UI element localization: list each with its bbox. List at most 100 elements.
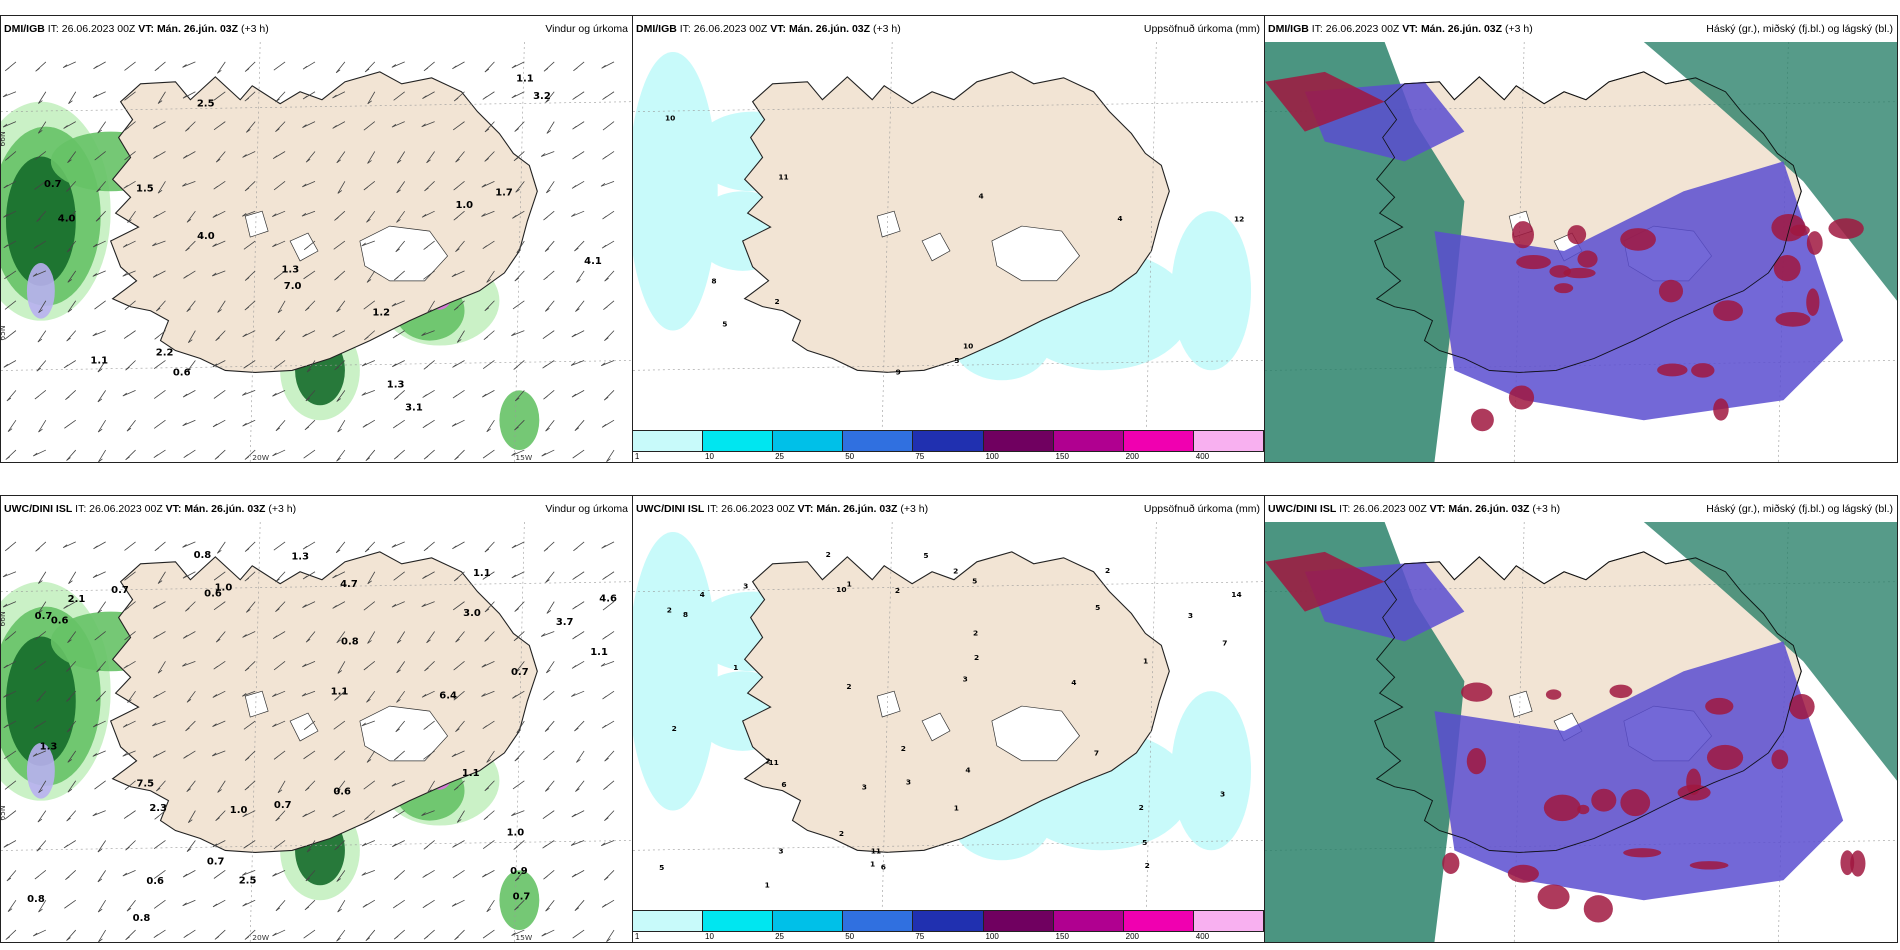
wind-barb <box>546 601 555 614</box>
wind-barb <box>157 661 166 674</box>
value-labels: 1.01.00.70.81.34.76.47.54.62.32.51.10.60… <box>27 550 617 924</box>
accumulated-precip-map: 9 10 4 10 12 5 5 8 4 11 2 <box>633 42 1264 428</box>
wind-barb <box>484 631 495 642</box>
value-label: 1.1 <box>516 73 534 84</box>
wind-barb <box>2 121 17 128</box>
low-cloud-cell <box>1706 744 1744 771</box>
low-cloud-area <box>1265 71 1385 132</box>
map-area: 1 2 2 1 5 5 4 11 14 6 11 7 8 10 5 2 3 3 2 2 4 1 4 2 2 3 5 7 3 5 3 2 3 3 2 2… <box>633 522 1264 908</box>
wind-barb <box>543 541 555 552</box>
value-label: 0.7 <box>35 611 53 622</box>
wind-barb <box>392 810 405 819</box>
wind-barb <box>97 390 106 403</box>
map-area: 66N 65N 20W 15W 3.1 2.5 2.2 1.5 1.7 1.3 4.1 4.0 7.0 0… <box>1 42 632 462</box>
wind-barb <box>38 300 47 314</box>
value-label: 0.8 <box>133 913 151 924</box>
wind-barb <box>182 180 196 187</box>
wind-barb <box>273 541 286 551</box>
wind-barb <box>304 300 316 312</box>
wind-barb <box>302 810 316 818</box>
wind-barb <box>67 151 77 164</box>
panel-header: UWC/DINI ISL IT: 26.06.2023 00Z VT: Mán.… <box>1265 496 1897 522</box>
colorbar-swatch <box>913 431 984 451</box>
colorbar-tick-label: 50 <box>845 932 855 941</box>
wind-barb <box>272 151 286 159</box>
wind-barb <box>484 151 495 162</box>
value-label: 3.7 <box>556 617 574 628</box>
value-label: 1.2 <box>372 308 390 319</box>
wind-barb <box>483 330 495 341</box>
wind-barb <box>332 330 346 338</box>
lead-time: (+3 h) <box>240 23 269 35</box>
wind-barb <box>541 449 555 457</box>
value-label: 1 <box>954 804 959 813</box>
value-label: 4 <box>700 590 705 599</box>
wind-barb <box>481 210 495 217</box>
value-label: 3 <box>1188 611 1193 620</box>
wind-barb <box>182 571 196 579</box>
wind-barb <box>154 810 166 820</box>
wind-barb <box>392 419 405 429</box>
wind-barb <box>423 929 435 940</box>
wind-barb <box>452 390 465 399</box>
low-cloud-cell <box>1775 311 1811 327</box>
wind-barb <box>34 151 47 161</box>
colorbar-tick-label: 25 <box>775 452 785 461</box>
wind-barb <box>273 270 286 280</box>
colorbar <box>633 910 1264 932</box>
wind-barb <box>336 631 346 644</box>
wind-barb <box>302 601 316 608</box>
wind-barb <box>513 840 525 850</box>
wind-barb <box>215 631 226 643</box>
wind-barb <box>574 720 585 732</box>
wind-barb <box>426 151 435 164</box>
wind-barb <box>4 270 17 280</box>
wind-barbs <box>2 61 615 462</box>
value-labels: 3.1 2.5 2.2 1.5 1.7 1.3 4.1 4.0 7.0 0.6 1.1 0.7 1.3 1… <box>44 73 602 413</box>
wind-barb <box>242 631 256 638</box>
wind-barb <box>3 180 17 189</box>
wind-barb <box>213 870 226 879</box>
value-label: 3.1 <box>405 403 423 414</box>
value-label: 3 <box>906 778 911 787</box>
wind-barb <box>275 330 286 342</box>
wind-barb <box>392 840 405 848</box>
wind-barb <box>336 870 346 882</box>
wind-barb <box>244 750 256 761</box>
wind-barb <box>124 541 136 551</box>
wind-barb <box>515 181 525 193</box>
wind-barb <box>396 661 406 674</box>
wind-barb <box>305 390 316 402</box>
wind-barb <box>65 390 77 401</box>
wind-barb <box>427 780 435 794</box>
wind-barb <box>600 360 615 367</box>
wind-barb <box>305 870 316 882</box>
value-label: 12 <box>1234 215 1244 224</box>
wind-barb <box>302 660 316 668</box>
wind-barb <box>272 720 286 728</box>
wind-barb <box>601 541 615 549</box>
wind-barb <box>182 631 196 639</box>
low-cloud-cell <box>1713 398 1729 421</box>
axis-labels: 66N 65N 20W 15W <box>1 131 533 462</box>
wind-barb <box>455 151 465 163</box>
wind-barb <box>362 899 376 908</box>
lead-time: (+3 h) <box>268 503 297 515</box>
wind-barb <box>455 720 465 733</box>
lat-label-65: 65N <box>1 805 7 820</box>
panel-header: UWC/DINI ISL IT: 26.06.2023 00Z VT: Mán.… <box>1 496 632 522</box>
low-cloud-area <box>1265 551 1385 612</box>
value-label: 1.0 <box>230 805 248 816</box>
wind-barb <box>98 449 107 462</box>
wind-barb <box>157 571 166 584</box>
wind-barb <box>122 270 136 277</box>
wind-barb <box>122 240 136 248</box>
wind-barb <box>273 661 286 671</box>
wind-barb <box>362 419 376 428</box>
wind-barb <box>244 181 256 192</box>
wind-barb <box>514 270 525 282</box>
wind-barb <box>211 750 226 757</box>
wind-barb <box>243 720 256 730</box>
wind-barb <box>127 210 136 223</box>
wind-barb <box>603 390 615 401</box>
